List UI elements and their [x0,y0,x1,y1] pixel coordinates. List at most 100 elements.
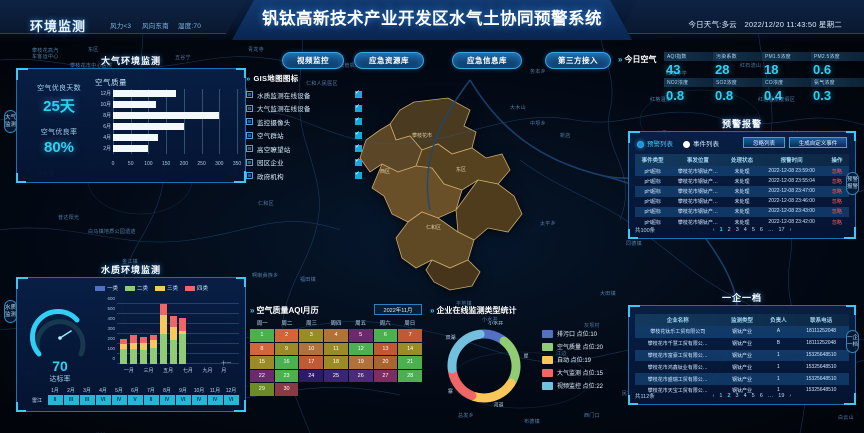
page-number[interactable]: 17 [778,227,785,233]
warning-page-numbers[interactable]: ‹ 1 2 3 4 5 6 … 17 › [655,227,849,233]
prev-page-icon[interactable]: ‹ [712,393,715,399]
calendar-day-cell[interactable]: 20 [373,356,398,369]
grade-cell[interactable]: VI [223,395,239,405]
checkbox-checked-icon[interactable] [355,103,362,112]
grade-cell[interactable]: III [79,395,95,405]
calendar-day-cell[interactable]: 10 [299,342,324,355]
nav-button-1[interactable]: 视频监控 [282,52,344,69]
calendar-day-cell[interactable]: 21 [398,356,422,369]
gis-layer-row[interactable]: 高空瞭望站 [246,142,364,156]
page-number[interactable]: 4 [743,393,747,399]
page-number[interactable]: 3 [735,393,739,399]
grade-cell[interactable]: II [47,395,63,405]
page-number[interactable]: … [767,227,774,233]
page-number[interactable]: 1 [719,393,723,399]
page-number[interactable]: … [767,393,774,399]
table-row[interactable]: 攀枝花市富豪工贸有限公… 钢钛产业 1 15325648510 [635,349,849,362]
donut-segment[interactable] [499,336,521,386]
table-row[interactable]: 攀枝花市天宝工贸有限公… 钢钛产业 1 15325648510 [635,385,849,397]
grade-cell[interactable]: II [143,395,159,405]
calendar-day-cell[interactable]: 22 [250,369,274,382]
page-number[interactable]: 3 [735,227,739,233]
calendar-day-cell[interactable]: 13 [373,342,398,355]
calendar-month-select[interactable]: 2022年11月 [374,304,422,315]
table-row[interactable]: pH超标 攀枝花市钢钛产… 未处理 2022-12-08 23:47:00 忽略 [635,186,849,197]
calendar-day-cell[interactable]: 14 [398,342,422,355]
calendar-day-cell[interactable]: 2 [274,329,299,342]
gis-layer-row[interactable]: 监控摄像头 [246,115,364,129]
side-tab-1[interactable]: 大气监测 [4,110,17,133]
page-number[interactable]: 6 [759,393,763,399]
table-cell-op[interactable]: 忽略 [831,168,842,175]
nav-button-4[interactable]: 第三方接入 [545,52,611,69]
grade-cell[interactable]: VI [95,395,111,405]
gis-layer-row[interactable]: 大气监测在线设备 [246,102,364,116]
side-tab-3[interactable]: 预警报警 [846,172,859,195]
donut-legend-item[interactable]: 排污口 点位:10 [542,327,603,340]
donut-legend-item[interactable]: 视频监控 点位:22 [542,379,603,392]
calendar-day-cell[interactable]: 7 [398,329,422,342]
side-tab-4[interactable]: 一企一档 [846,330,859,353]
donut-legend-item[interactable]: 空气质量 点位:20 [542,340,603,353]
table-cell-op[interactable]: 忽略 [831,199,842,206]
calendar-day-cell[interactable]: 26 [348,369,373,382]
calendar-day-cell[interactable]: 16 [274,356,299,369]
ignore-list-button[interactable]: 忽略列表 [743,137,785,148]
checkbox-checked-icon[interactable] [355,143,362,153]
checkbox-checked-icon[interactable] [355,170,362,180]
nav-button-2[interactable]: 应急资源库 [354,52,424,69]
next-page-icon[interactable]: › [789,227,792,233]
donut-segment[interactable] [447,366,477,401]
tab-warning-list[interactable]: 预警列表 [637,138,673,148]
table-row[interactable]: pH超标 攀枝花市钢钛产… 未处理 2022-12-08 23:59:00 忽略 [635,166,849,177]
page-number[interactable]: 2 [727,227,731,233]
calendar-day-cell[interactable]: 17 [299,356,324,369]
side-tab-2[interactable]: 水质监测 [4,300,17,323]
calendar-day-cell[interactable]: 12 [348,342,373,355]
table-row[interactable]: 攀枝花市千慧工贸有限公… 钢钛产业 B 18111252048 [635,338,849,350]
next-page-icon[interactable]: › [789,393,792,399]
table-row[interactable]: pH超标 攀枝花市钢钛产… 未处理 2022-12-08 23:43:00 忽略 [635,206,849,217]
calendar-day-cell[interactable]: 25 [324,369,348,382]
donut-segment[interactable] [477,329,507,345]
page-number[interactable]: 4 [743,227,747,233]
calendar-day-cell[interactable]: 9 [274,342,299,355]
calendar-day-cell[interactable]: 27 [373,369,398,382]
table-cell-op[interactable]: 忽略 [831,188,842,195]
donut-legend-item[interactable]: 自动 点位:19 [542,353,603,366]
calendar-day-cell[interactable]: 1 [250,329,274,342]
calendar-day-cell[interactable]: 4 [324,329,348,342]
checkbox-checked-icon[interactable] [355,130,362,139]
page-number[interactable]: 1 [719,227,723,233]
donut-legend-item[interactable]: 大气监测 点位:15 [542,366,603,379]
grade-cell[interactable]: III [63,395,79,405]
calendar-day-cell[interactable]: 23 [274,369,299,382]
calendar-day-cell[interactable]: 28 [398,369,422,382]
table-row[interactable]: 攀枝花市盛瑞工贸有限公… 钢钛产业 1 15325648510 [635,373,849,385]
calendar-day-cell[interactable]: 5 [348,329,373,342]
nav-button-3[interactable]: 应急信息库 [452,52,522,69]
checkbox-checked-icon[interactable] [355,89,362,99]
page-number[interactable]: 5 [751,393,755,399]
table-cell-op[interactable]: 忽略 [831,178,842,185]
grade-cell[interactable]: IV [207,395,223,405]
donut-segment[interactable] [469,378,516,403]
donut-segment[interactable] [447,329,485,374]
create-custom-event-button[interactable]: 生成自定义事件 [789,137,847,148]
calendar-day-cell[interactable]: 15 [250,356,274,369]
table-cell-op[interactable]: 忽略 [831,219,842,226]
calendar-day-cell[interactable]: 6 [373,329,398,342]
calendar-day-cell[interactable]: 3 [299,329,324,342]
table-row[interactable]: pH超标 攀枝花市钢钛产… 未处理 2022-12-08 23:42:00 忽略 [635,217,849,227]
page-number[interactable]: 6 [759,227,763,233]
calendar-day-cell[interactable]: 8 [250,342,274,355]
checkbox-checked-icon[interactable] [355,157,362,166]
grade-cell[interactable]: IV [191,395,207,405]
page-number[interactable]: 2 [727,393,731,399]
calendar-day-cell[interactable]: 11 [324,342,348,355]
gis-layer-row[interactable]: 水质监测在线设备 [246,88,364,102]
gis-layer-row[interactable]: 园区企业 [246,156,364,170]
page-number[interactable]: 5 [751,227,755,233]
table-row[interactable]: pH超标 攀枝花市钢钛产… 未处理 2022-12-08 23:46:00 忽略 [635,197,849,207]
grade-cell[interactable]: VI [175,395,191,405]
